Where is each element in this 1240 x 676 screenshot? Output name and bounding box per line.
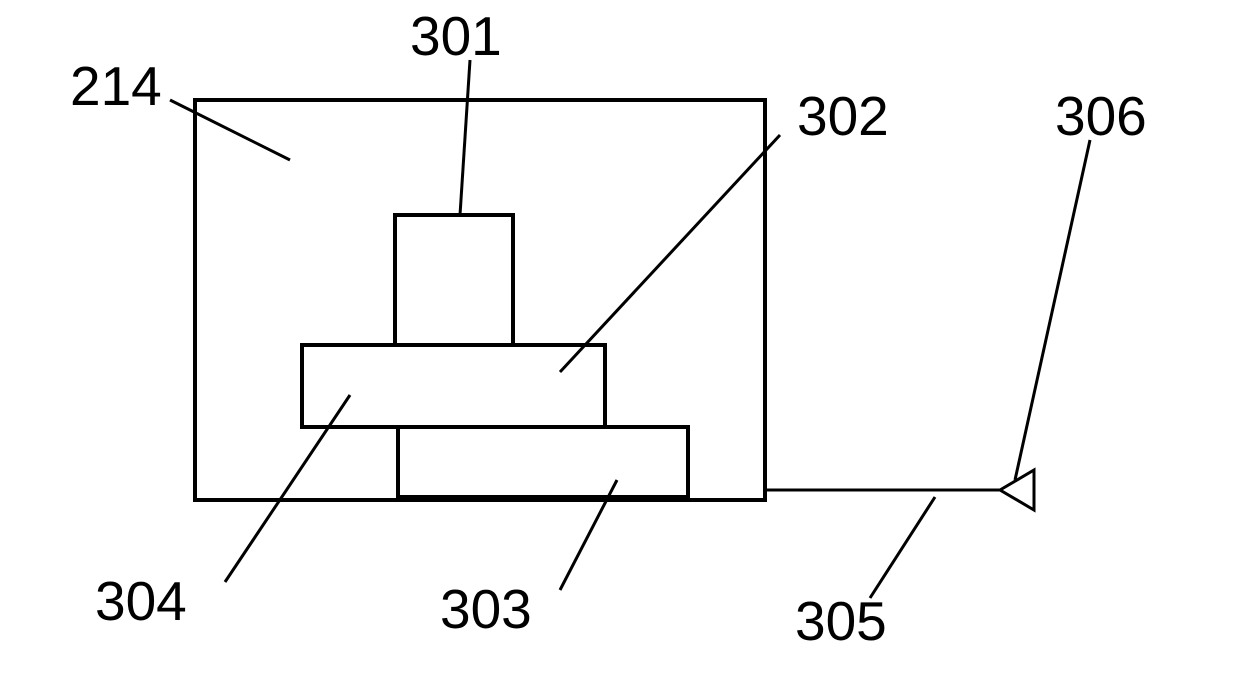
label-305: 305 xyxy=(795,590,887,652)
leader-305 xyxy=(870,497,935,598)
mid-block-302-304 xyxy=(302,345,605,427)
label-303: 303 xyxy=(440,578,532,640)
label-304: 304 xyxy=(95,570,187,632)
leader-302 xyxy=(560,135,780,372)
leader-214 xyxy=(170,100,290,160)
label-301: 301 xyxy=(410,5,502,67)
leader-304 xyxy=(225,395,350,582)
leader-306 xyxy=(1015,140,1090,480)
label-306: 306 xyxy=(1055,85,1147,147)
outer-box-214 xyxy=(195,100,765,500)
label-214: 214 xyxy=(70,55,162,117)
label-302: 302 xyxy=(797,85,889,147)
leader-301 xyxy=(460,60,470,215)
upper-block-301 xyxy=(395,215,513,345)
lower-block-303 xyxy=(398,427,688,497)
diagram-canvas: 214 301 302 306 304 303 305 xyxy=(0,0,1240,676)
